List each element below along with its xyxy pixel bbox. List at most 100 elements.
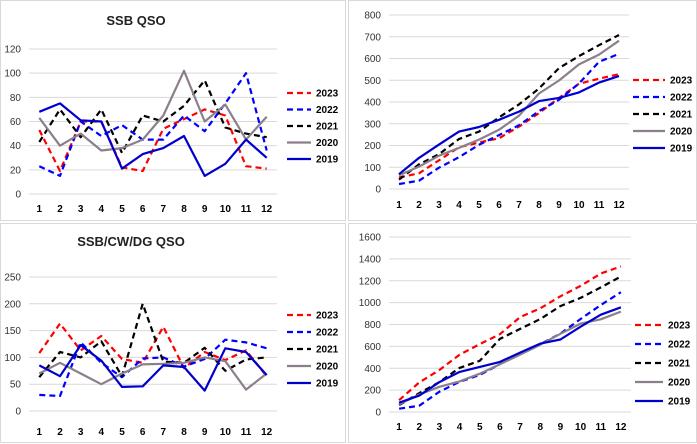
series-line-2019 [398, 306, 622, 404]
y-tick-label: 800 [364, 11, 381, 22]
x-axis: 1 2 3 4 5 6 7 8 9 10 11 12 [37, 204, 273, 215]
x-tick-label: 9 [558, 422, 564, 433]
y-tick-label: 0 [375, 408, 381, 419]
y-tick-label: 800 [364, 320, 381, 331]
x-tick-label: 1 [37, 427, 43, 438]
y-axis: 0 100 200 300 400 500 600 700 800 [364, 11, 381, 196]
x-tick-label: 7 [517, 422, 523, 433]
legend-label-2023: 2023 [316, 311, 339, 322]
chart-panel-ssb-cw-dg-qso: 0 50 100 150 200 250 1 2 3 4 5 6 7 8 9 10 11 12 SSB/CW/DG … [0, 223, 346, 443]
series-group [38, 69, 268, 177]
x-tick-label: 4 [456, 200, 462, 211]
y-tick-label: 150 [4, 326, 21, 337]
x-tick-label: 5 [119, 427, 125, 438]
legend-label-2022: 2022 [316, 328, 339, 339]
series-line-2020 [398, 39, 620, 177]
y-tick-label: 100 [4, 69, 21, 80]
x-tick-label: 3 [436, 200, 442, 211]
x-tick-label: 7 [161, 204, 167, 215]
y-tick-label: 1400 [359, 254, 382, 265]
x-tick-label: 10 [573, 200, 585, 211]
x-axis: 1 2 3 4 5 6 7 8 9 10 11 12 [396, 422, 627, 433]
series-line-2023 [398, 265, 622, 402]
y-tick-label: 300 [364, 119, 381, 130]
y-tick-label: 0 [375, 185, 381, 196]
legend-label-2020: 2020 [668, 378, 691, 389]
y-tick-label: 1200 [359, 276, 382, 287]
x-tick-label: 10 [220, 427, 232, 438]
x-tick-label: 10 [220, 204, 232, 215]
x-tick-label: 4 [99, 427, 105, 438]
y-tick-label: 700 [364, 32, 381, 43]
series-line-2021 [38, 302, 267, 378]
series-line-2023 [38, 322, 268, 377]
x-tick-label: 2 [416, 200, 422, 211]
x-tick-label: 4 [99, 204, 105, 215]
y-tick-label: 600 [364, 54, 381, 65]
series-group [38, 302, 268, 398]
x-tick-label: 5 [119, 204, 125, 215]
x-tick-label: 11 [241, 204, 252, 215]
x-tick-label: 5 [477, 422, 483, 433]
legend-label-2019: 2019 [668, 397, 691, 408]
y-tick-label: 40 [10, 141, 22, 152]
y-tick-label: 100 [364, 163, 381, 174]
x-tick-label: 12 [261, 427, 273, 438]
series-line-2020 [398, 310, 622, 406]
x-tick-label: 6 [140, 427, 146, 438]
legend-label-2021: 2021 [670, 110, 693, 121]
legend-label-2019: 2019 [316, 379, 339, 390]
y-tick-label: 60 [10, 117, 22, 128]
x-tick-label: 2 [57, 204, 63, 215]
y-tick-label: 80 [10, 93, 22, 104]
x-tick-label: 9 [556, 200, 562, 211]
series-line-2022 [39, 338, 268, 398]
series-line-2022 [398, 291, 622, 410]
series-group [398, 265, 622, 410]
x-tick-label: 3 [78, 427, 84, 438]
x-tick-label: 12 [615, 422, 627, 433]
legend-label-2020: 2020 [316, 138, 339, 149]
x-tick-label: 7 [516, 200, 522, 211]
y-tick-label: 400 [364, 98, 381, 109]
y-tick-label: 100 [4, 353, 21, 364]
series-line-2019 [38, 343, 268, 392]
x-tick-label: 2 [416, 422, 422, 433]
legend-label-2021: 2021 [668, 359, 691, 370]
legend-label-2023: 2023 [668, 321, 691, 332]
series-line-2020 [38, 69, 268, 152]
chart-panel-ssb-cw-dg-qso-cumulative: 0 200 400 600 800 1000 1200 1400 1600 1 2 3 4 5 6 7 8 9 10… [348, 223, 697, 443]
x-tick-label: 11 [594, 200, 605, 211]
legend-label-2019: 2019 [316, 155, 339, 166]
x-tick-label: 4 [457, 422, 463, 433]
legend-label-2020: 2020 [316, 362, 339, 373]
x-tick-label: 8 [536, 200, 542, 211]
y-tick-label: 400 [364, 364, 381, 375]
chart-panel-ssb-qso: 0 20 40 60 80 100 120 1 2 3 4 5 6 7 8 9 10 11 12 SSB QSO 202… [0, 0, 346, 221]
series-line-2020 [38, 356, 268, 391]
y-axis: 0 20 40 60 80 100 120 [4, 45, 21, 201]
y-axis: 0 50 100 150 200 250 [4, 273, 21, 418]
series-line-2022 [398, 52, 620, 186]
y-axis: 0 200 400 600 800 1000 1200 1400 1600 [359, 233, 382, 419]
x-tick-label: 1 [37, 204, 43, 215]
x-tick-label: 5 [476, 200, 482, 211]
x-axis: 1 2 3 4 5 6 7 8 9 10 11 12 [396, 200, 625, 211]
legend-label-2023: 2023 [316, 89, 339, 100]
x-tick-label: 12 [613, 200, 625, 211]
series-line-2023 [398, 73, 620, 179]
y-tick-label: 200 [4, 299, 21, 310]
legend: 2023 2022 2021 2020 2019 [287, 89, 339, 166]
x-tick-label: 1 [396, 422, 402, 433]
x-tick-label: 12 [261, 204, 273, 215]
y-tick-label: 200 [364, 141, 381, 152]
series-group [398, 34, 620, 186]
y-tick-label: 0 [15, 407, 21, 418]
chart-panel-ssb-qso-cumulative: 0 100 200 300 400 500 600 700 800 1 2 3 4 5 6 7 8 9 10 11 12… [348, 0, 697, 221]
y-tick-label: 500 [364, 76, 381, 87]
legend-label-2019: 2019 [670, 144, 693, 155]
gridlines [29, 48, 277, 195]
